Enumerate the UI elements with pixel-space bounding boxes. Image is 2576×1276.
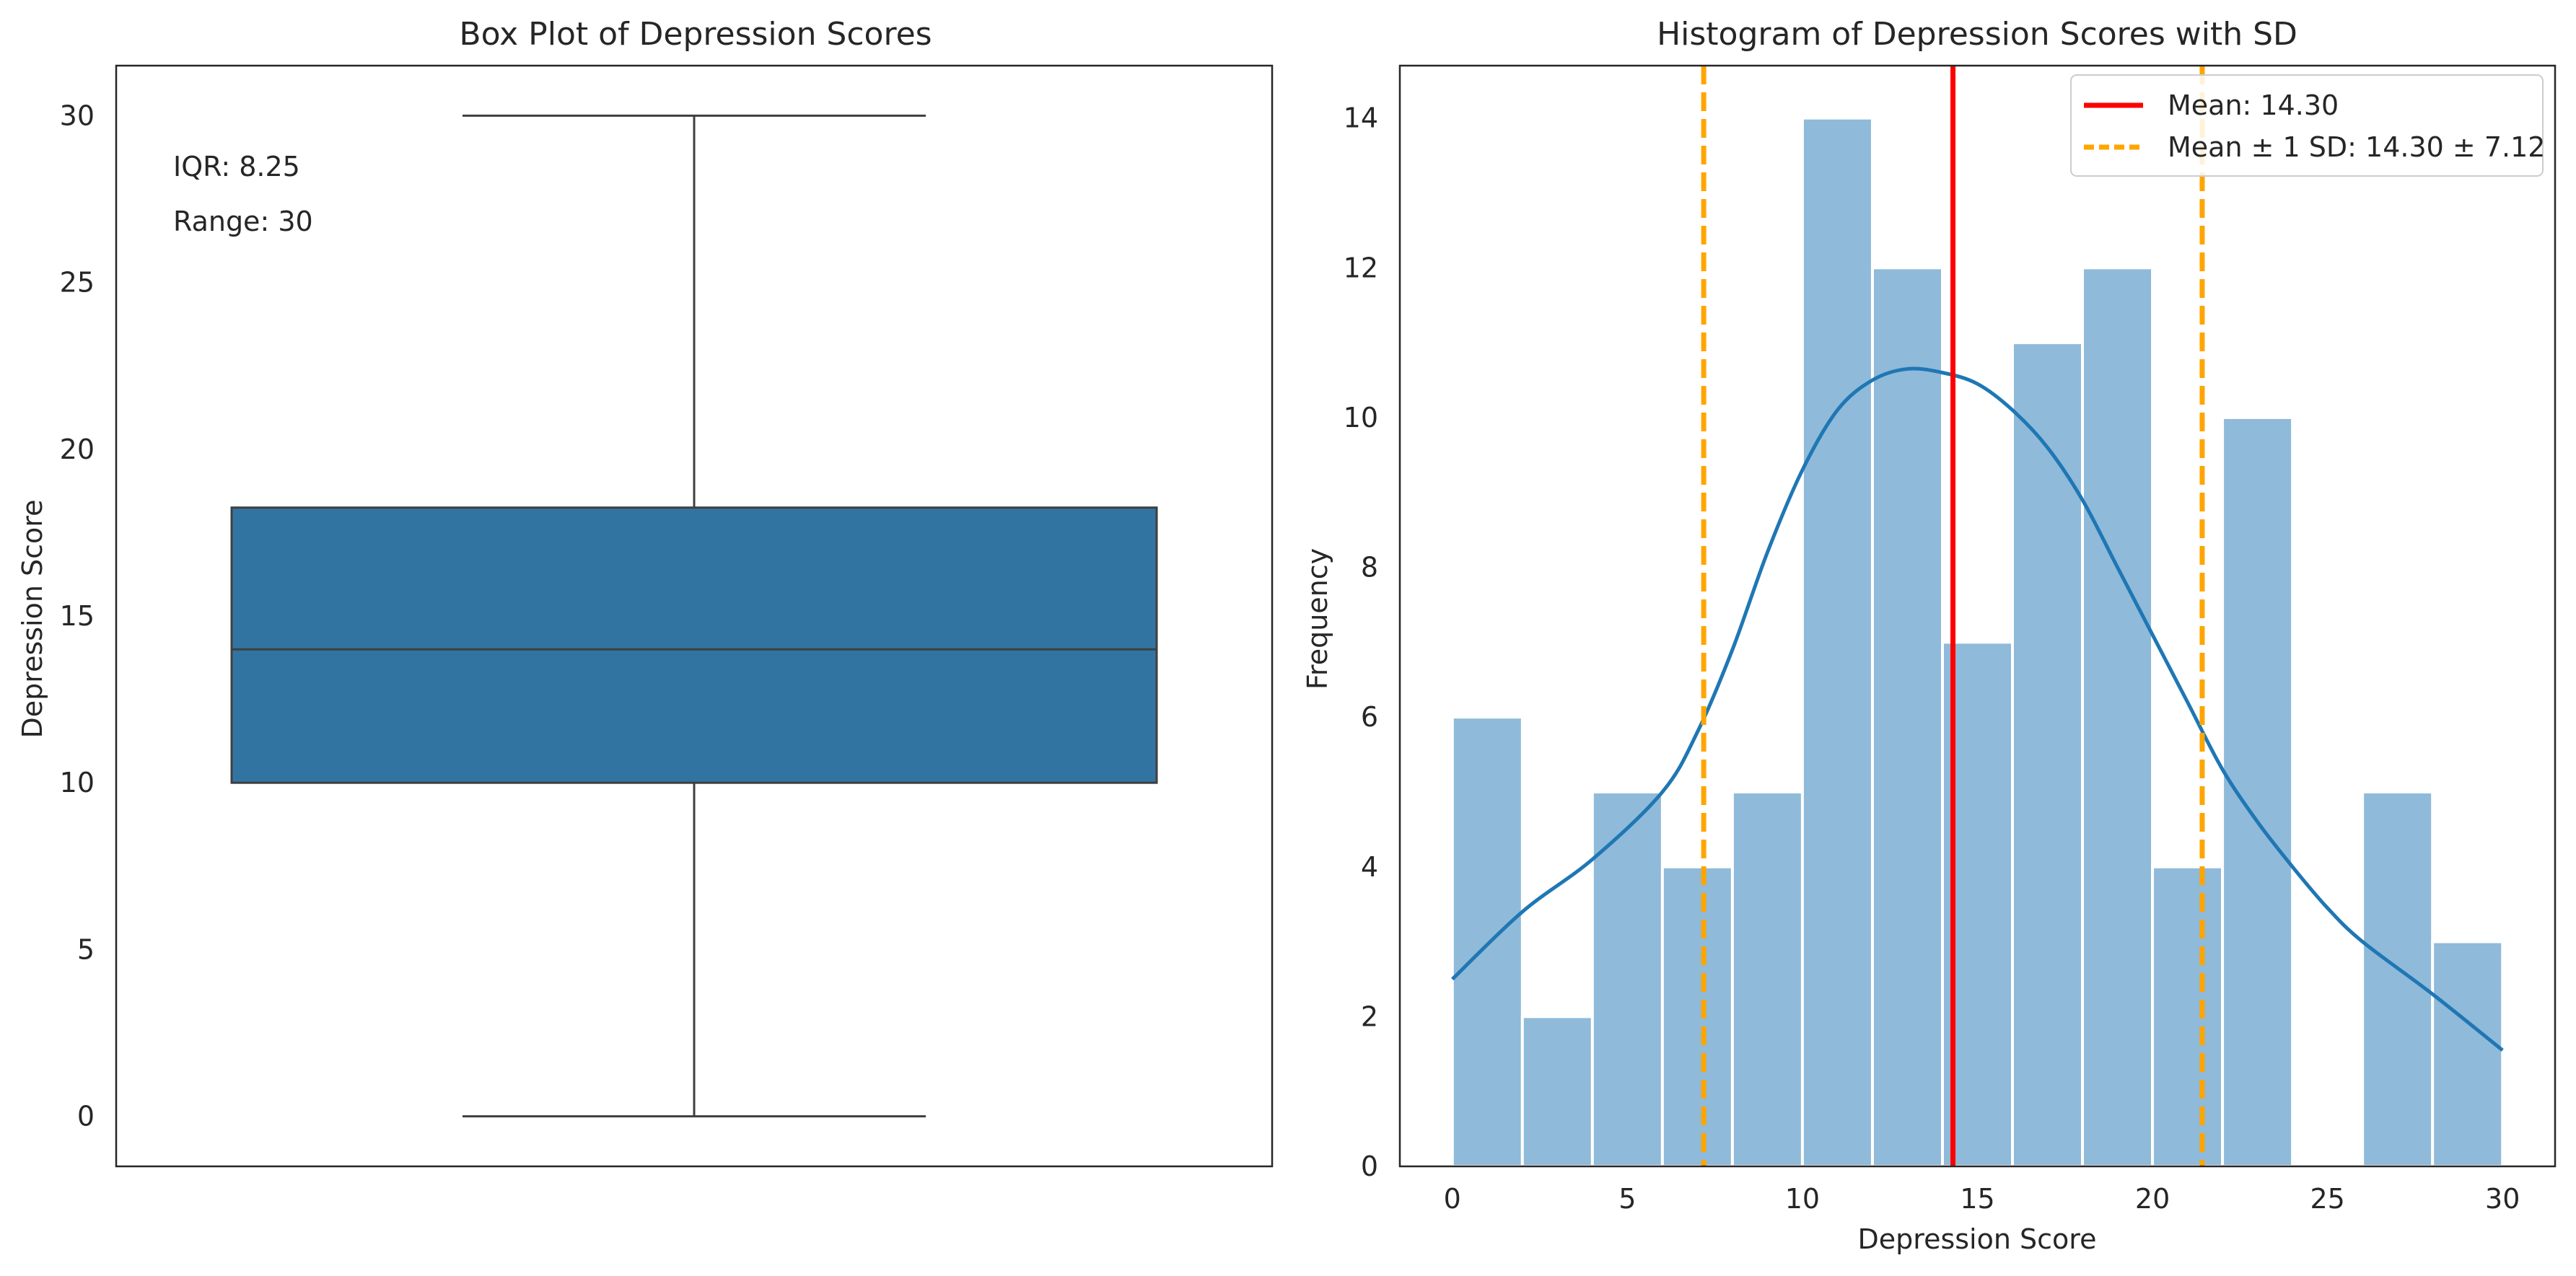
legend-mean-label: Mean: 14.30 (2168, 89, 2339, 121)
histogram-bar (1870, 266, 1944, 1168)
histogram-bar (2431, 940, 2505, 1168)
histogram-y-axis-label: Frequency (1302, 548, 1333, 690)
histogram-bar (1660, 865, 1734, 1169)
y-tick-label: 8 (1361, 552, 1378, 584)
iqr-box (230, 506, 1158, 784)
histogram-bar (2361, 790, 2435, 1168)
x-tick-label: 20 (2135, 1183, 2170, 1215)
histogram-bar (2011, 341, 2085, 1169)
y-tick-label: 30 (60, 100, 95, 131)
y-tick-label: 25 (60, 267, 95, 299)
y-tick-label: 6 (1361, 701, 1378, 733)
y-tick-label: 20 (60, 434, 95, 465)
x-tick-label: 15 (1960, 1183, 1994, 1215)
histogram-bar (2081, 266, 2155, 1168)
histogram-panel: Histogram of Depression Scores with SD F… (1302, 16, 2557, 1255)
x-tick-label: 30 (2485, 1183, 2520, 1215)
box-plot-y-axis-label: Depression Score (17, 500, 48, 739)
kde-curve (1451, 366, 2504, 1052)
box-plot-title: Box Plot of Depression Scores (459, 16, 932, 53)
stats-annotation: IQR: 8.25 (173, 151, 300, 182)
y-tick-label: 10 (1344, 402, 1378, 434)
legend-box (2070, 74, 2544, 177)
histogram-title: Histogram of Depression Scores with SD (1657, 16, 2297, 53)
box-plot-panel: Box Plot of Depression Scores Depression… (17, 16, 1274, 1168)
histogram-legend: Mean: 14.30 Mean ± 1 SD: 14.30 ± 7.12 (2070, 74, 2545, 177)
stats-annotation: Range: 30 (173, 206, 313, 237)
y-tick-label: 10 (60, 767, 95, 798)
y-tick-label: 5 (77, 933, 95, 965)
histogram-bar (2151, 865, 2225, 1169)
histogram-frame (1398, 64, 2557, 1168)
y-tick-label: 14 (1344, 102, 1378, 134)
y-tick-label: 15 (60, 600, 95, 632)
y-tick-label: 0 (1361, 1150, 1378, 1182)
x-tick-label: 0 (1444, 1183, 1461, 1215)
y-tick-label: 2 (1361, 1000, 1378, 1032)
box-plot-frame (115, 64, 1274, 1168)
histogram-bar (1590, 790, 1664, 1168)
histogram-bar (1520, 1015, 1594, 1169)
y-tick-label: 12 (1344, 252, 1378, 283)
x-tick-label: 25 (2310, 1183, 2344, 1215)
y-tick-label: 0 (77, 1101, 95, 1132)
histogram-bar (2221, 415, 2295, 1168)
legend-sd-label: Mean ± 1 SD: 14.30 ± 7.12 (2168, 131, 2545, 163)
histogram-x-axis-label: Depression Score (1858, 1223, 2097, 1255)
y-tick-label: 4 (1361, 851, 1378, 883)
histogram-bar (1450, 716, 1524, 1168)
histogram-bar (1800, 116, 1874, 1169)
x-tick-label: 5 (1618, 1183, 1636, 1215)
histogram-bar (1730, 790, 1804, 1168)
x-tick-label: 10 (1785, 1183, 1820, 1215)
